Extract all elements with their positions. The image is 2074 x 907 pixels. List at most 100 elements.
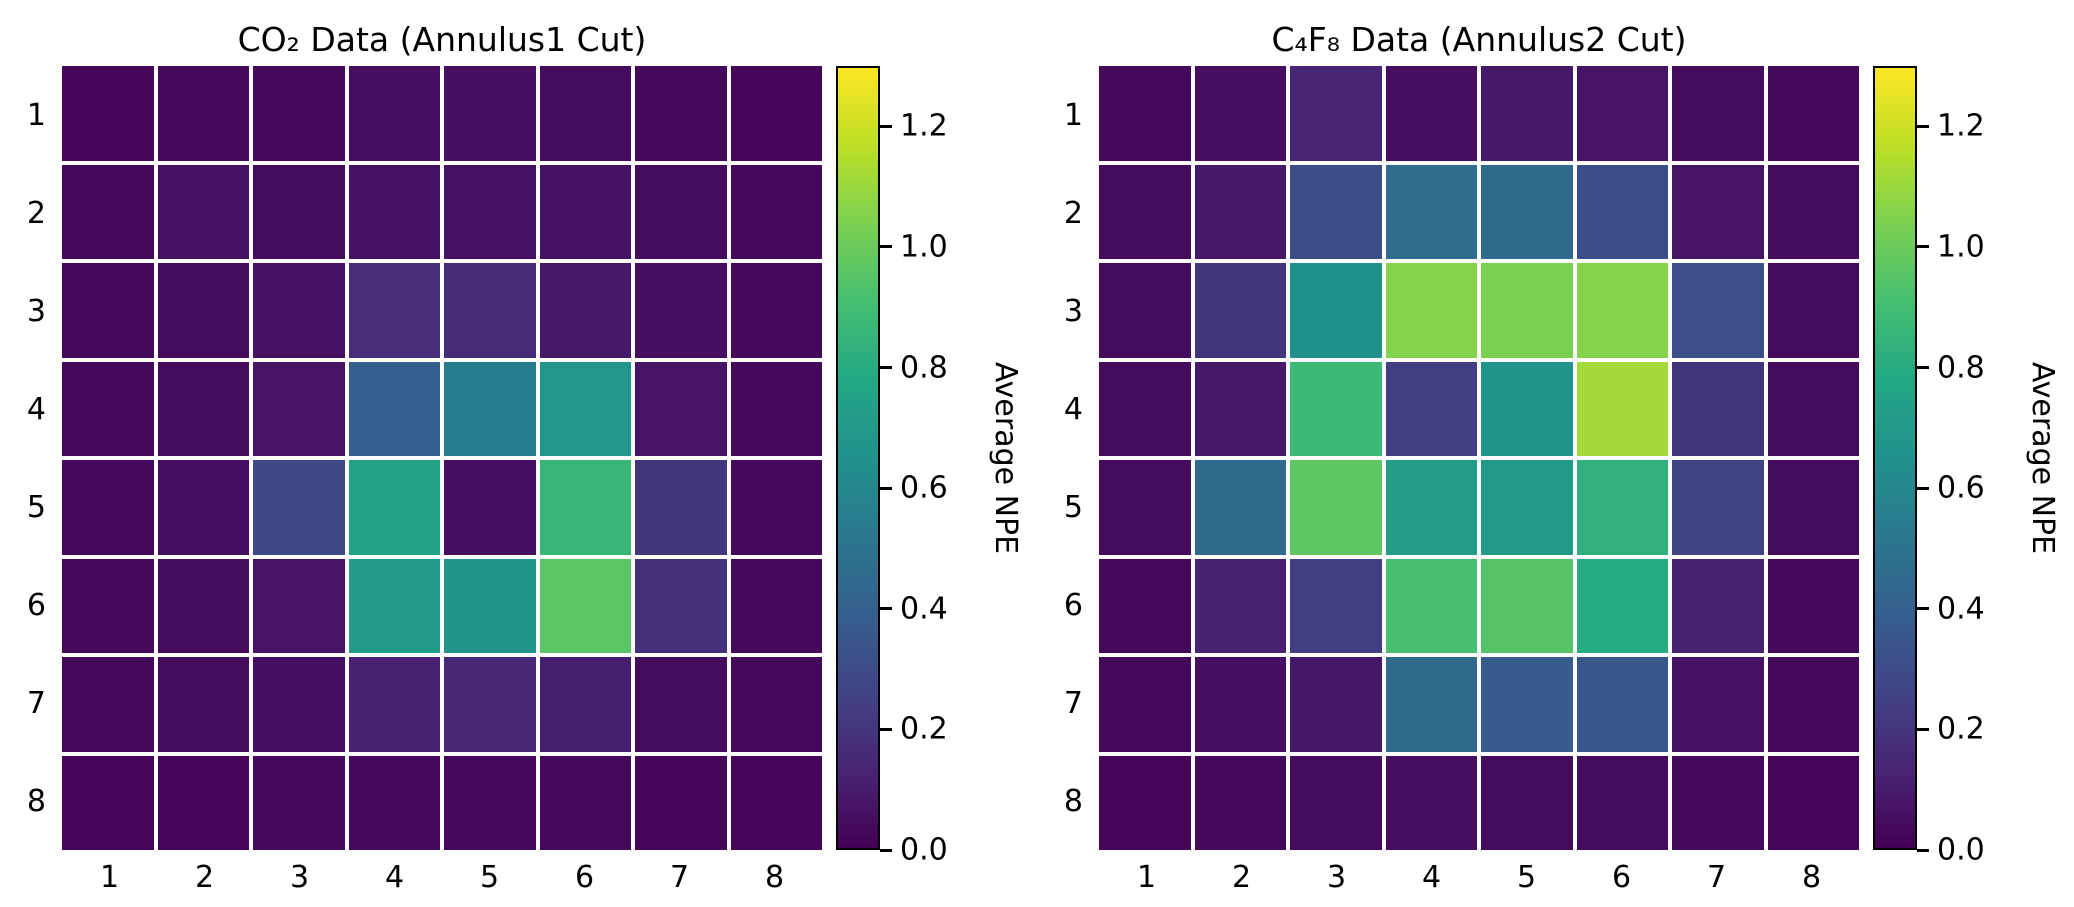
heatmap-cell	[253, 460, 345, 555]
heatmap-cell	[1385, 361, 1477, 456]
heatmap-cell	[1576, 361, 1668, 456]
heatmap-cell	[1290, 755, 1382, 850]
heatmap-cell	[348, 66, 440, 161]
heatmap-cell	[539, 657, 631, 752]
heatmap-cell	[635, 66, 727, 161]
colorbar-tick-mark	[1917, 848, 1929, 852]
heatmap-cell	[157, 66, 249, 161]
heatmap-cell	[1481, 361, 1573, 456]
y-tick-label: 2	[1063, 195, 1083, 231]
heatmap-cell	[348, 755, 440, 850]
heatmap-cell	[62, 361, 154, 456]
colorbar-tick-label: 0.8	[900, 350, 948, 386]
heatmap-cell	[253, 164, 345, 259]
heatmap-cell	[348, 164, 440, 259]
heatmap-cell	[1099, 361, 1191, 456]
heatmap-cell	[1385, 460, 1477, 555]
heatmap-cell	[1385, 657, 1477, 752]
heatmap-cell	[253, 657, 345, 752]
colorbar-tick-mark	[1917, 366, 1929, 370]
heatmap-cell	[1481, 66, 1573, 161]
heatmap-cell	[635, 558, 727, 653]
heatmap-cell	[62, 755, 154, 850]
heatmap-cell	[1099, 460, 1191, 555]
heatmap-cell	[1290, 657, 1382, 752]
heatmap-cell	[1481, 755, 1573, 850]
colorbar-tick-label: 1.2	[1937, 108, 1985, 144]
heatmap-cell	[1099, 755, 1191, 850]
x-tick-label: 5	[479, 860, 500, 895]
heatmap-cell	[1767, 263, 1859, 358]
colorbar-area-c4f8: Average NPE 0.0 0.2 0.4 0.6 0.8 1.0 1.2	[1873, 66, 2074, 868]
x-tick-label: 7	[669, 860, 690, 895]
heatmap-cell	[1194, 164, 1286, 259]
heatmap-cell	[1099, 164, 1191, 259]
colorbar-tick-label: 1.2	[900, 108, 948, 144]
heatmap-cell	[635, 460, 727, 555]
heatmap-cell	[444, 558, 536, 653]
heatmap-grid	[62, 66, 822, 850]
heatmap-cell	[444, 657, 536, 752]
heatmap-cell	[635, 263, 727, 358]
colorbar-label: Average NPE	[988, 361, 1023, 555]
heatmap-cell	[1290, 361, 1382, 456]
x-axis-tick-labels: 1 2 3 4 5 6 7 8	[62, 850, 822, 902]
heatmap-cell	[62, 558, 154, 653]
heatmap-cell	[1767, 164, 1859, 259]
heatmap-cell	[62, 66, 154, 161]
heatmap-cell	[444, 361, 536, 456]
colorbar-tick-mark	[1917, 124, 1929, 128]
heatmap-cell	[1385, 755, 1477, 850]
heatmap-cell	[1194, 755, 1286, 850]
y-tick-label: 3	[1063, 293, 1083, 329]
y-tick-label: 5	[1063, 489, 1083, 525]
heatmap-cell	[1194, 558, 1286, 653]
heatmap-cell	[1672, 657, 1764, 752]
x-tick-label: 6	[574, 860, 595, 895]
heatmap-cell	[730, 558, 822, 653]
heatmap-cell	[1194, 657, 1286, 752]
heatmap-cell	[1385, 66, 1477, 161]
colorbar-tick-mark	[880, 124, 892, 128]
heatmap-cell	[730, 164, 822, 259]
heatmap-cell	[253, 361, 345, 456]
heatmap-cell	[1290, 66, 1382, 161]
x-tick-label: 3	[289, 860, 310, 895]
colorbar	[836, 66, 880, 850]
heatmap-cell	[62, 460, 154, 555]
heatmap-cell	[253, 558, 345, 653]
heatmap-cell	[1672, 164, 1764, 259]
heatmap-cell	[1767, 755, 1859, 850]
heatmap-cell	[1672, 755, 1764, 850]
x-tick-label: 1	[1136, 860, 1157, 895]
colorbar	[1873, 66, 1917, 850]
heatmap-cell	[253, 263, 345, 358]
x-tick-label: 2	[1231, 860, 1252, 895]
y-axis-tick-labels: 1 2 3 4 5 6 7 8	[1051, 66, 1099, 850]
heatmap-cell	[253, 755, 345, 850]
plot-title-co2: CO₂ Data (Annulus1 Cut)	[237, 20, 647, 59]
heatmap-cell	[730, 361, 822, 456]
y-tick-label: 6	[1063, 587, 1083, 623]
heatmap-cell	[62, 263, 154, 358]
colorbar-tick-mark	[880, 245, 892, 249]
colorbar-tick-label: 0.4	[1937, 591, 1985, 627]
heatmap-cell	[1481, 460, 1573, 555]
colorbar-tick-label: 0.4	[900, 591, 948, 627]
heatmap-panel-co2: CO₂ Data (Annulus1 Cut) 1 2 3 4 5 6 7 8 1 2 3 4 5 6 7…	[26, 20, 1023, 902]
heatmap-cell	[1767, 558, 1859, 653]
heatmap-cell	[62, 164, 154, 259]
heatmap-cell	[1385, 164, 1477, 259]
colorbar-tick-label: 0.0	[900, 832, 948, 868]
heatmap-cell	[1194, 460, 1286, 555]
x-tick-label: 2	[194, 860, 215, 895]
y-tick-label: 8	[26, 783, 46, 819]
heatmap-cell	[1099, 263, 1191, 358]
heatmap-cell	[444, 263, 536, 358]
heatmap-cell	[635, 361, 727, 456]
heatmap-cell	[1194, 361, 1286, 456]
heatmap-cell	[730, 460, 822, 555]
y-tick-label: 1	[26, 97, 46, 133]
y-tick-label: 7	[1063, 685, 1083, 721]
heatmap-cell	[157, 361, 249, 456]
